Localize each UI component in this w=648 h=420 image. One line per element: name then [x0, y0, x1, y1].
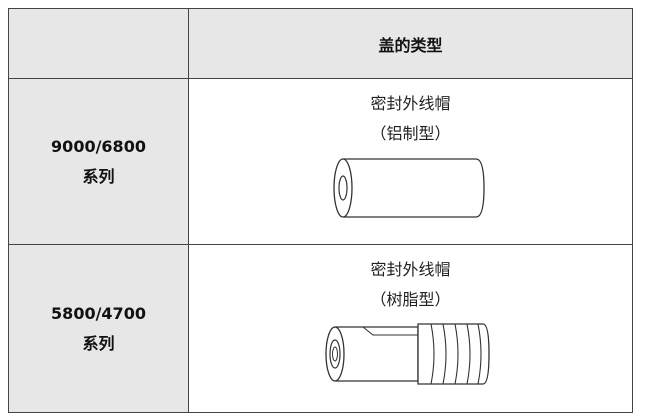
row-label: 5800/4700 系列 — [8, 244, 189, 413]
row-cell: 密封外线帽 （树脂型） — [188, 244, 633, 413]
header-corner — [8, 8, 189, 79]
cap-material: （树脂型） — [370, 290, 451, 309]
row-label-line: 系列 — [82, 166, 115, 186]
row-label: 9000/6800 系列 — [8, 78, 189, 245]
aluminum-cap-icon — [332, 158, 485, 218]
row-label-line: 系列 — [82, 333, 115, 353]
resin-cap-icon — [325, 323, 490, 385]
row-label-line: 9000/6800 — [51, 136, 146, 156]
header-title: 盖的类型 — [378, 35, 443, 55]
header-cell: 盖的类型 — [188, 8, 633, 79]
cap-name: 密封外线帽 — [370, 260, 451, 279]
cap-material: （铝制型） — [370, 124, 451, 143]
cap-name: 密封外线帽 — [370, 94, 451, 113]
row-cell: 密封外线帽 （铝制型） — [188, 78, 633, 245]
row-label-line: 5800/4700 — [51, 303, 146, 323]
